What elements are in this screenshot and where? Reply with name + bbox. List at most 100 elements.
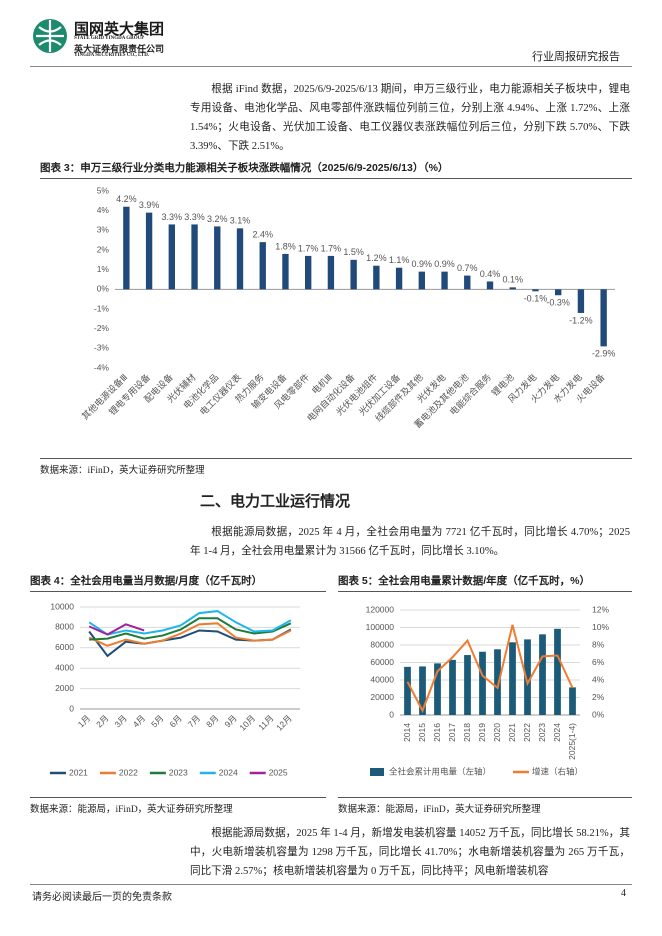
- figure-source: 数据来源：能源局，iFinD，英大证券研究所整理: [338, 797, 632, 815]
- legend-label: 2022: [119, 767, 138, 777]
- bar: [434, 663, 441, 715]
- data-label: 3.9%: [139, 200, 160, 210]
- figure-caption: 图表 4：全社会用电量当月数据/月度（亿千瓦时）: [30, 573, 326, 592]
- bar: [419, 666, 426, 715]
- x-tick-label: 4月: [131, 713, 147, 729]
- y-tick-label: 8000: [55, 622, 74, 632]
- x-tick-label: 2019: [477, 723, 487, 742]
- y-tick-label: 1%: [97, 264, 110, 274]
- x-tick-label: 2024: [552, 723, 562, 742]
- bar: [577, 289, 585, 313]
- x-tick-label: 1月: [76, 713, 92, 729]
- x-tick-label: 10月: [237, 713, 257, 733]
- y-tick-label: 0: [69, 703, 74, 713]
- bar: [555, 289, 562, 296]
- y-tick-label: -4%: [94, 362, 110, 372]
- y-tick-label: 10000: [50, 601, 74, 611]
- logo: [33, 19, 67, 53]
- data-label: 3.2%: [207, 214, 228, 224]
- company-en: STATE GRID YINGDA GROUP: [74, 36, 145, 41]
- legend-label: 增速（右轴）: [532, 766, 583, 776]
- x-tick-label: 2021: [507, 723, 517, 742]
- data-label: 0.7%: [457, 263, 478, 273]
- y2-tick-label: 0%: [592, 709, 605, 719]
- bar: [441, 271, 448, 290]
- combo-chart: 0 20000 40000 60000 80000 100000 120000 0% 2% 4% 6…: [366, 604, 610, 776]
- x-tick-label: 2023: [537, 723, 547, 742]
- paragraph-text: 根据能源局数据，2025 年 1-4 月，新增发电装机容量 14052 万千瓦，…: [190, 828, 630, 877]
- page-number: 4: [621, 888, 626, 899]
- paragraph: 根据 iFind 数据，2025/6/9-2025/6/13 期间，申万三级行业…: [190, 84, 630, 152]
- data-label: 4.2%: [116, 194, 137, 204]
- data-label: 1.7%: [321, 243, 342, 253]
- y-tick-label: 4000: [55, 662, 74, 672]
- bar: [539, 634, 546, 715]
- y-tick-label: 4%: [97, 205, 110, 215]
- disclaimer: 请务必阅读最后一页的免责条款: [32, 892, 172, 903]
- x-tick-label: 8月: [204, 713, 220, 729]
- bar: [524, 639, 531, 715]
- y2-tick-label: 4%: [592, 674, 605, 684]
- legend-label: 2023: [169, 767, 188, 777]
- bar: [350, 259, 357, 290]
- bar: [395, 267, 403, 290]
- y2-tick-label: 2%: [592, 692, 605, 702]
- bar: [532, 289, 539, 292]
- data-label: 3.3%: [162, 212, 183, 222]
- series-line: [406, 624, 574, 714]
- bar: [145, 212, 153, 290]
- bar: [214, 226, 221, 290]
- footer-rule: [30, 884, 632, 885]
- section-heading: 二、电力工业运行情况: [200, 493, 351, 510]
- y2-tick-label: 12%: [592, 604, 609, 614]
- x-tick-label: 2018: [462, 723, 472, 742]
- y-tick-label: 40000: [370, 674, 394, 684]
- x-tick-label: 12月: [274, 713, 294, 733]
- bar: [464, 275, 471, 290]
- figure-source: 数据来源：iFinD，英大证券研究所整理: [40, 458, 632, 476]
- x-tick-label: 2017: [447, 723, 457, 742]
- y-tick-label: 20000: [370, 692, 394, 702]
- data-label: 2.4%: [252, 230, 273, 240]
- y2-tick-label: 10%: [592, 622, 609, 632]
- figure-caption: 图表 5：全社会用电量累计数据/年度（亿千瓦时，%）: [338, 573, 632, 592]
- data-label: 0.4%: [480, 269, 501, 279]
- series-line: [88, 610, 292, 636]
- y-tick-label: -1%: [94, 303, 110, 313]
- paragraph-text: 根据能源局数据，2025 年 4 月，全社会用电量为 7721 亿千瓦时，同比增…: [190, 527, 630, 557]
- bar-chart: 5%4%3%2%1%0%-1%-2%-3%-4%其他电源设备Ⅲ锂电专用设备配电设…: [79, 185, 615, 430]
- subsidiary-name: 英大证券有限责任公司: [74, 44, 165, 54]
- paragraph: 根据能源局数据，2025 年 4 月，全社会用电量为 7721 亿千瓦时，同比增…: [190, 523, 630, 561]
- series-line: [88, 622, 292, 647]
- data-label: 3.1%: [230, 216, 251, 226]
- subsidiary-en: YINGDA SECURITIES CO., LTD.: [74, 53, 150, 58]
- data-label: -0.3%: [546, 298, 570, 308]
- bar: [509, 287, 516, 290]
- y-tick-label: -3%: [94, 343, 110, 353]
- y-tick-label: 6000: [55, 642, 74, 652]
- y-tick-label: 3%: [97, 225, 110, 235]
- bar: [554, 628, 561, 715]
- bar: [373, 265, 380, 290]
- series-line: [89, 617, 292, 641]
- x-tick-label: 2022: [522, 723, 532, 742]
- x-tick-label: 2月: [94, 713, 110, 729]
- bar: [464, 655, 471, 715]
- x-tick-label: 2020: [492, 723, 502, 742]
- y-tick-label: 2%: [97, 244, 110, 254]
- data-label: 0.9%: [412, 259, 433, 269]
- data-label: 1.5%: [343, 247, 364, 257]
- bar: [236, 228, 244, 290]
- legend-label: 2025: [269, 767, 288, 777]
- header-rule: [30, 66, 632, 67]
- x-tick-label: 9月: [222, 713, 238, 729]
- bar: [123, 206, 130, 290]
- x-tick-label: 2016: [432, 723, 442, 742]
- line-chart: 0 2000 4000 6000 8000 10000 1月 2月 3月 4月 5月 6月 7月 8月 9月…: [50, 601, 300, 777]
- bar: [404, 666, 411, 715]
- y-tick-label: 0%: [97, 284, 110, 294]
- x-tick-label: 7月: [186, 713, 202, 729]
- legend-label: 2024: [219, 767, 238, 777]
- data-label: 1.8%: [275, 241, 296, 251]
